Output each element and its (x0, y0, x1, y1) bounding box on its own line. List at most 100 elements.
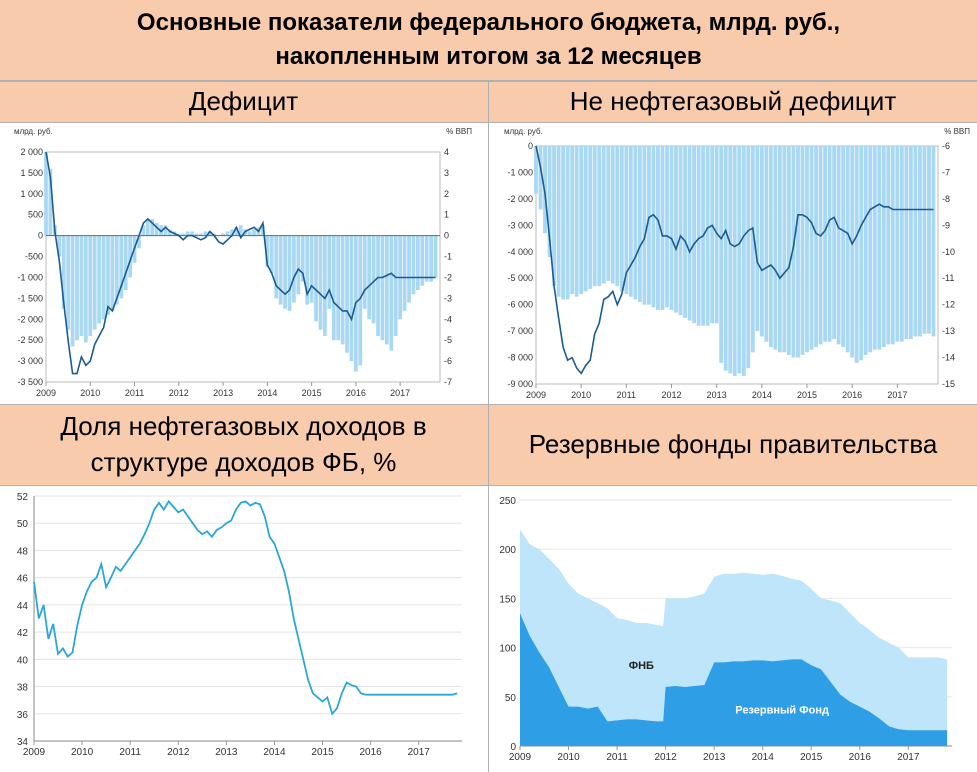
nonoil-deficit-chart: млрд. руб. % ВВП 0 -1 000 -2 000 -3 000 -4 000… (504, 127, 970, 400)
bar (119, 235, 124, 299)
y-left-tick-label: 500 (28, 210, 43, 220)
bar (710, 146, 715, 324)
bar (552, 146, 556, 287)
bar (692, 146, 697, 324)
bar (61, 235, 66, 309)
bar (145, 218, 150, 236)
bar (331, 235, 336, 341)
bar (283, 235, 287, 309)
bar (336, 235, 341, 341)
bar (207, 231, 212, 236)
bar (841, 146, 846, 347)
bar (669, 146, 674, 310)
y-right-tick-label: -12 (942, 300, 955, 310)
bar (221, 233, 225, 236)
x-tick-label: 2009 (509, 752, 532, 763)
bar (637, 146, 642, 303)
x-tick-label: 2015 (800, 752, 823, 763)
y-tick-label: 50 (505, 693, 517, 704)
x-tick-label: 2012 (661, 390, 681, 400)
x-tick-label: 2011 (119, 747, 141, 758)
x-tick-label: 2009 (526, 390, 546, 400)
bar (782, 146, 787, 353)
x-tick-label: 2010 (571, 390, 591, 400)
deficit-label: Дефицит (188, 85, 299, 116)
bar (922, 146, 927, 334)
y-tick-label: 50 (17, 519, 29, 530)
y-right-tick-label: -7 (444, 377, 452, 387)
bar (859, 146, 864, 361)
bar (665, 146, 669, 308)
bar (380, 235, 385, 341)
bar (863, 146, 868, 355)
right-axis-unit: % ВВП (944, 127, 970, 136)
x-tick-label: 2014 (257, 388, 277, 398)
bar (389, 235, 394, 351)
bar (913, 146, 918, 337)
bar (154, 223, 159, 236)
bar (97, 235, 102, 324)
bar (345, 235, 349, 353)
y-left-tick-label: -6 000 (507, 300, 533, 310)
bar (194, 233, 199, 236)
bar (601, 146, 606, 284)
bar (300, 235, 305, 282)
series-label-fnb: ФНБ (629, 660, 654, 672)
bar (123, 235, 128, 290)
x-tick-label: 2010 (71, 747, 94, 758)
bar (823, 146, 827, 342)
bar (927, 146, 931, 334)
y-left-tick-label: -3 000 (17, 356, 43, 366)
y-left-tick-label: 0 (38, 231, 43, 241)
y-left-tick-label: -8 000 (507, 353, 533, 363)
bar (141, 225, 146, 236)
bar (48, 168, 53, 236)
y-left-tick-label: 1 500 (20, 168, 43, 178)
y-tick-label: 200 (499, 545, 516, 556)
y-tick-label: 36 (17, 710, 29, 721)
bar (190, 231, 194, 236)
bar (340, 235, 345, 345)
bar (642, 146, 647, 305)
bar (574, 146, 579, 297)
bar (796, 146, 800, 358)
bar (881, 146, 886, 347)
bar (534, 146, 538, 194)
y-left-tick-label: -1 500 (17, 293, 43, 303)
oilshare-label-line2: структуре доходов ФБ, % (90, 447, 397, 477)
bar (114, 235, 119, 305)
bar (44, 152, 48, 236)
x-tick-label: 2015 (311, 747, 334, 758)
x-tick-label: 2016 (360, 747, 383, 758)
bar (714, 146, 719, 324)
y-left-tick-label: -500 (25, 252, 43, 262)
y-right-tick-label: -8 (942, 194, 950, 204)
y-tick-label: 52 (17, 492, 29, 503)
bar (238, 225, 243, 236)
bar (429, 235, 434, 282)
y-tick-label: 100 (499, 644, 516, 655)
bar (633, 146, 638, 300)
y-right-tick-label: -13 (942, 326, 955, 336)
y-tick-label: 46 (17, 574, 29, 585)
bar (362, 235, 367, 309)
x-tick-label: 2012 (169, 388, 189, 398)
bar (583, 146, 588, 292)
y-tick-label: 42 (17, 628, 29, 639)
bar (597, 146, 602, 287)
y-left-tick-label: -7 000 (507, 326, 533, 336)
bar (556, 146, 561, 297)
bar (367, 235, 372, 320)
bar (296, 235, 301, 295)
bar (110, 235, 115, 311)
y-tick-label: 48 (17, 546, 29, 557)
y-right-tick-label: 3 (444, 168, 449, 178)
y-right-tick-label: 2 (444, 189, 449, 199)
y-left-tick-label: -1 000 (17, 272, 43, 282)
bar (225, 231, 230, 236)
y-right-tick-label: -11 (942, 273, 954, 283)
bar (750, 146, 755, 353)
x-tick-label: 2014 (752, 752, 775, 763)
bar (168, 229, 172, 236)
